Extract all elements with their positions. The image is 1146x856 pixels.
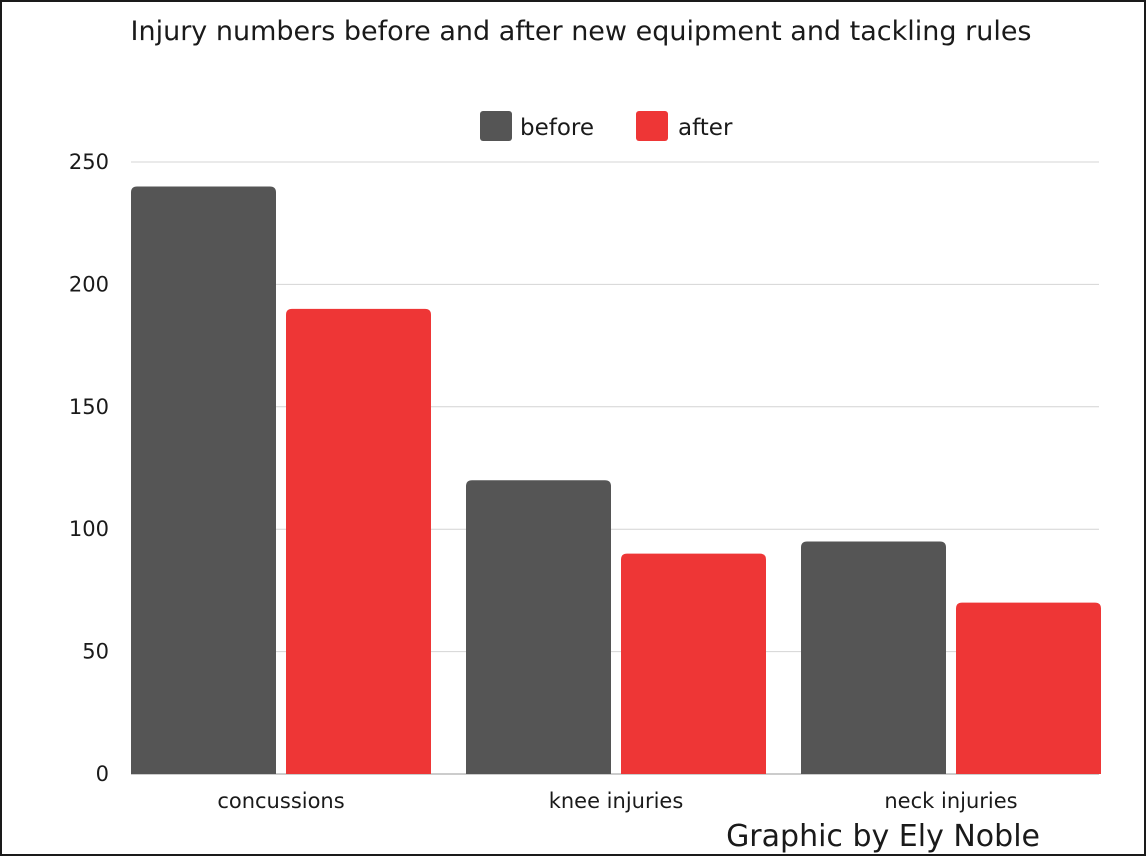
x-category-label: knee injuries — [549, 789, 684, 813]
y-tick-label: 50 — [82, 640, 109, 664]
y-tick-label: 150 — [69, 395, 109, 419]
legend-label-after: after — [678, 115, 733, 141]
legend-label-before: before — [520, 115, 594, 141]
gridlines — [131, 161, 1099, 775]
x-category-label: concussions — [217, 789, 344, 813]
y-tick-label: 200 — [69, 272, 109, 296]
legend-swatch-before — [480, 111, 512, 141]
legend-swatch-after — [636, 111, 668, 141]
y-tick-label: 100 — [69, 517, 109, 541]
bar-after-neck-injuries — [956, 602, 1101, 774]
bar-before-concussions — [131, 186, 276, 775]
x-axis: concussions knee injuries neck injuries — [217, 789, 1017, 813]
chart-title: Injury numbers before and after new equi… — [131, 16, 1032, 47]
y-tick-label: 250 — [69, 150, 109, 174]
bar-before-neck-injuries — [801, 541, 946, 774]
x-category-label: neck injuries — [884, 789, 1017, 813]
bar-after-concussions — [286, 308, 431, 774]
bars — [131, 186, 1101, 775]
legend: before after — [480, 111, 733, 141]
bar-before-knee-injuries — [466, 480, 611, 774]
credit-text: Graphic by Ely Noble — [726, 819, 1040, 854]
y-axis: 0 50 100 150 200 250 — [69, 150, 109, 786]
y-tick-label: 0 — [96, 762, 109, 786]
bar-after-knee-injuries — [621, 553, 766, 774]
